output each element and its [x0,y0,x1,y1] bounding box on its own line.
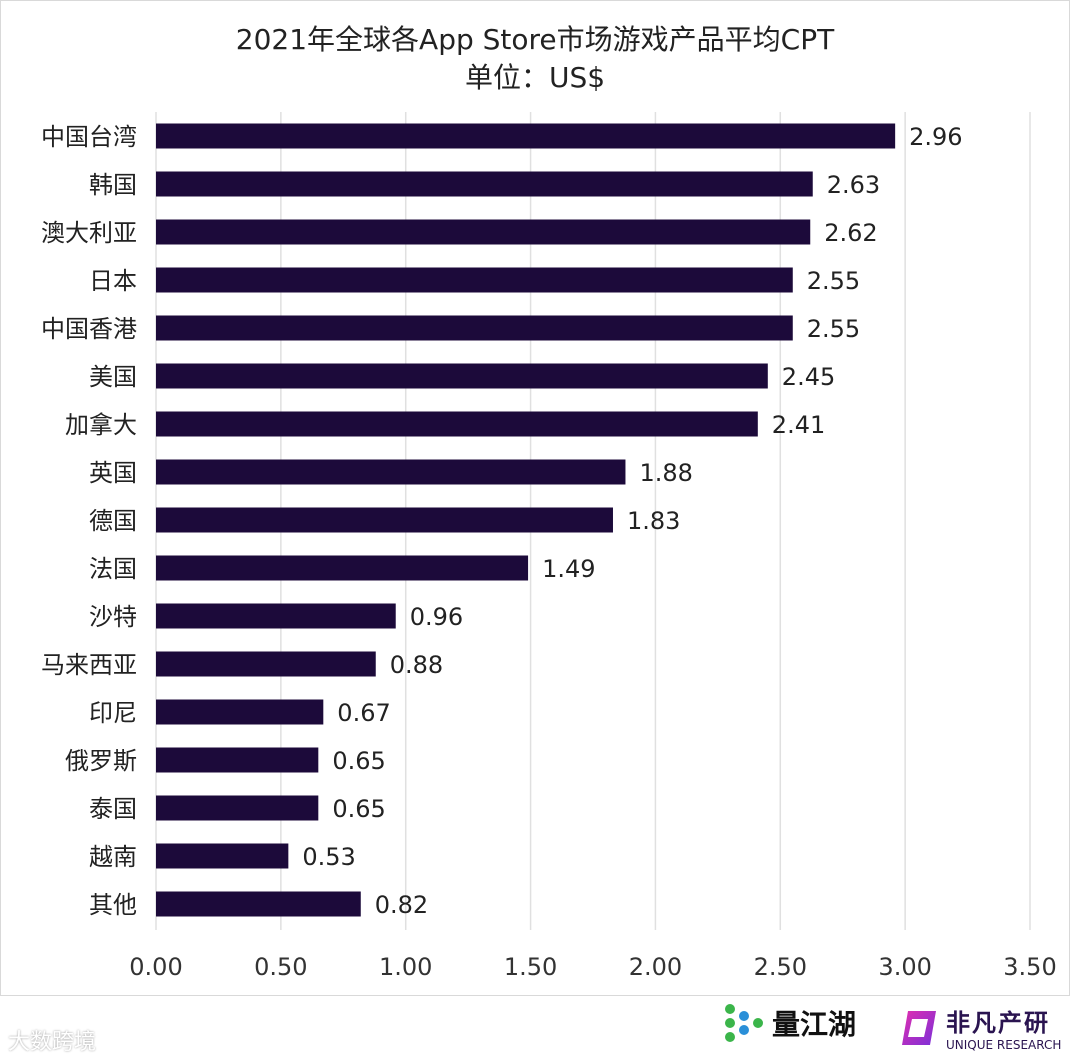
category-label: 韩国 [89,171,137,199]
bar [156,459,626,485]
data-label: 2.41 [772,411,825,439]
x-tick-label: 2.50 [754,953,807,981]
liangjianghu-logo: 量江湖 [722,1003,856,1043]
bar [156,747,319,773]
category-label: 美国 [89,363,137,391]
data-label: 0.96 [410,603,463,631]
bar [156,171,813,197]
category-label: 德国 [89,507,137,535]
category-label: 英国 [89,459,137,487]
x-tick-label: 3.00 [878,953,931,981]
bar [156,315,793,341]
bar [156,795,319,821]
bar [156,267,793,293]
category-label: 印尼 [89,699,137,727]
category-label: 沙特 [89,603,137,631]
category-label: 俄罗斯 [65,747,137,775]
x-tick-label: 2.00 [629,953,682,981]
data-label: 0.67 [337,699,390,727]
category-label: 法国 [89,555,137,583]
data-label: 1.88 [639,459,692,487]
bar [156,123,896,149]
bar [156,219,811,245]
data-label: 1.83 [627,507,680,535]
data-label: 2.96 [909,123,962,151]
bar [156,603,396,629]
data-label: 2.45 [782,363,835,391]
category-label: 马来西亚 [41,651,137,679]
data-label: 1.49 [542,555,595,583]
data-label: 2.63 [827,171,880,199]
category-label: 澳大利亚 [41,219,137,247]
category-label: 其他 [89,891,137,919]
data-label: 2.55 [807,315,860,343]
bar-chart: 0.00 0.50 1.00 1.50 2.00 2.50 3.00 3.50 中国台湾 2.96… [41,112,1057,981]
data-label: 2.62 [824,219,877,247]
bar [156,363,768,389]
category-label: 中国台湾 [41,123,137,151]
data-label: 0.88 [390,651,443,679]
x-tick-label: 3.50 [1003,953,1056,981]
data-label: 0.82 [375,891,428,919]
chart-title: 2021年全球各App Store市场游戏产品平均CPT [235,23,835,56]
liangjianghu-logo-icon [725,1004,763,1042]
x-tick-label: 0.00 [129,953,182,981]
category-label: 中国香港 [41,315,137,343]
x-tick-label: 1.00 [379,953,432,981]
bar [156,507,613,533]
liangjianghu-logo-text: 量江湖 [772,1008,857,1041]
feifan-logo-en: UNIQUE RESEARCH [946,1038,1062,1052]
data-label: 0.65 [332,747,385,775]
bar [156,651,376,677]
category-label: 加拿大 [65,411,137,439]
bar [156,411,758,437]
x-tick-label: 0.50 [254,953,307,981]
bar [156,843,289,869]
category-label: 日本 [89,267,137,295]
feifan-logo-text: 非凡产研 [946,1009,1050,1037]
chart-subtitle: 单位：US$ [464,61,606,94]
bar [156,555,529,581]
category-label: 泰国 [89,795,137,823]
watermark: 大数跨境 [8,1030,97,1055]
x-tick-label: 1.50 [504,953,557,981]
feifan-logo-icon [902,1010,936,1045]
data-label: 0.53 [302,843,355,871]
data-label: 0.65 [332,795,385,823]
category-label: 越南 [89,843,137,871]
feifan-logo: 非凡产研 UNIQUE RESEARCH [898,1003,1061,1052]
data-label: 2.55 [807,267,860,295]
bar [156,699,324,725]
bar [156,891,361,917]
